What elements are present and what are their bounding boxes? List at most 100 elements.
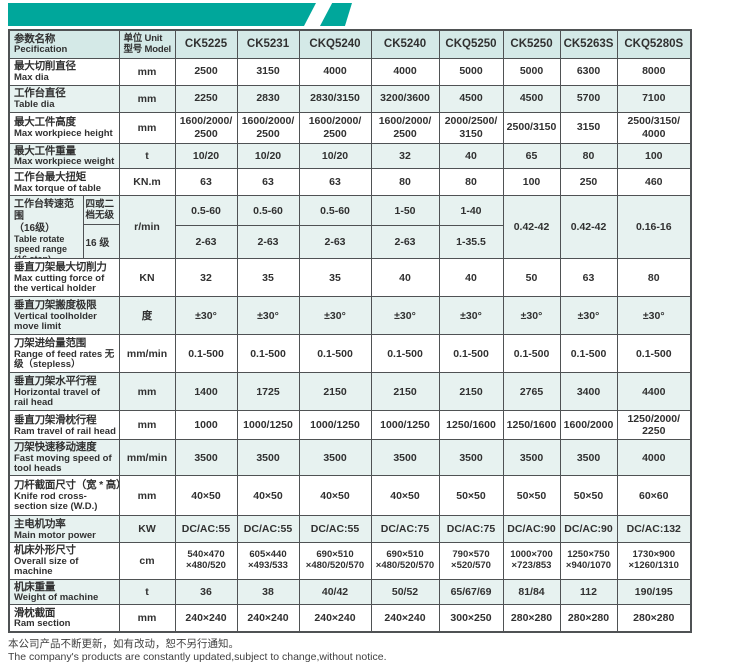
row-label: 最大工件高度 Max workpiece height <box>8 111 120 144</box>
param-value: 1725 <box>236 372 300 412</box>
row-label: 工作台最大扭矩 Max torque of table <box>8 168 120 197</box>
param-value: 63 <box>236 168 300 197</box>
param-value: 690×510 ×480/520/570 <box>370 542 440 580</box>
param-value: DC/AC:55 <box>236 515 300 544</box>
row-label: 最大切削直径 Max dia <box>8 57 120 86</box>
row-unit: KN <box>118 258 176 298</box>
row-unit: cm <box>118 542 176 580</box>
param-value: 3500 <box>370 439 440 477</box>
param-value: 50×50 <box>438 475 504 517</box>
param-value: 7100 <box>616 84 692 113</box>
column-header-model: CKQ5250 <box>438 29 504 59</box>
title-banner: CK52 系列技术参数 technical parameter <box>8 3 316 26</box>
param-value: 1000 <box>174 410 238 441</box>
table-row-knife-rod-section: 刀杆截面尺寸（宽 * 高） Knife rod cross-section siz… <box>8 475 692 517</box>
table-row-ram-section: 滑枕截面 Ram section mm 240×240 240×240 240×2… <box>8 604 692 633</box>
param-value: 1600/2000/ 2500 <box>236 111 300 144</box>
param-value: 1250/1600 <box>438 410 504 441</box>
param-value: 80 <box>438 168 504 197</box>
param-value: 1400 <box>174 372 238 412</box>
param-value: 50×50 <box>502 475 561 517</box>
param-value: 2-63 <box>370 224 440 260</box>
param-value: ±30° <box>174 296 238 336</box>
param-value: 0.42-42 <box>502 195 561 260</box>
param-value: 50/52 <box>370 578 440 606</box>
param-value: 280×280 <box>559 604 618 633</box>
param-value: 63 <box>559 258 618 298</box>
param-value: 2830/3150 <box>298 84 372 113</box>
param-value: 2500/3150/ 4000 <box>616 111 692 144</box>
param-value: 0.1-500 <box>559 334 618 374</box>
param-value: 36 <box>174 578 238 606</box>
param-value: 1600/2000/ 2500 <box>298 111 372 144</box>
param-value: 0.1-500 <box>616 334 692 374</box>
row-label: 垂直刀架搬度极限 Vertical toolholder move limit <box>8 296 120 336</box>
param-value: 4400 <box>616 372 692 412</box>
param-value: 2000/2500/ 3150 <box>438 111 504 144</box>
param-value: 6300 <box>559 57 618 86</box>
param-value: 3500 <box>438 439 504 477</box>
footer-note-zh: 本公司产品不断更新，如有改动，恕不另行通知。 <box>8 637 239 650</box>
row-label: 滑枕截面 Ram section <box>8 604 120 633</box>
table-row-feed-rates: 刀架进给量范围 Range of feed rates 无级（stepless） … <box>8 334 692 374</box>
param-value: 0.16-16 <box>616 195 692 260</box>
param-value: 0.5-60 <box>298 195 372 226</box>
param-value: ±30° <box>559 296 618 336</box>
param-value: 0.1-500 <box>236 334 300 374</box>
param-value: 3500 <box>236 439 300 477</box>
param-value: 40 <box>438 142 504 170</box>
table-row-speed-range-a: 工作台转速范围 （16级） Table rotate speed range (… <box>8 195 692 260</box>
param-value: 1000/1250 <box>298 410 372 441</box>
table-row-max-workpiece-height: 最大工件高度 Max workpiece height mm 1600/2000/… <box>8 111 692 144</box>
param-value: 3400 <box>559 372 618 412</box>
param-value: 2765 <box>502 372 561 412</box>
row-label: 刀架快速移动速度 Fast moving speed of tool heads <box>8 439 120 477</box>
param-value: 0.1-500 <box>298 334 372 374</box>
param-value: 1730×900 ×1260/1310 <box>616 542 692 580</box>
param-value: 81/84 <box>502 578 561 606</box>
row-label: 垂直刀架滑枕行程 Ram travel of rail head <box>8 410 120 441</box>
param-value: 32 <box>174 258 238 298</box>
table-row-max-dia: 最大切削直径 Max dia mm 2500 3150 4000 4000 500… <box>8 57 692 86</box>
row-unit: r/min <box>118 195 176 260</box>
param-value: 80 <box>559 142 618 170</box>
row-unit: mm <box>118 604 176 633</box>
param-value: 3500 <box>174 439 238 477</box>
table-row-machine-weight: 机床重量 Weight of machine t 36 38 40/42 50/5… <box>8 578 692 606</box>
table-row-max-torque: 工作台最大扭矩 Max torque of table KN.m 63 63 63… <box>8 168 692 197</box>
param-value: 790×570 ×520/570 <box>438 542 504 580</box>
param-value: 10/20 <box>174 142 238 170</box>
table-row-toolholder-move-limit: 垂直刀架搬度极限 Vertical toolholder move limit 度… <box>8 296 692 336</box>
table-row-table-dia: 工作台直径 Table dia mm 2250 2830 2830/3150 32… <box>8 84 692 113</box>
row-unit: t <box>118 578 176 606</box>
param-value: 1250/1600 <box>502 410 561 441</box>
param-value: 0.5-60 <box>236 195 300 226</box>
param-value: DC/AC:75 <box>438 515 504 544</box>
param-value: 2250 <box>174 84 238 113</box>
param-value: 2-63 <box>298 224 372 260</box>
table-row-fast-moving-speed: 刀架快速移动速度 Fast moving speed of tool heads … <box>8 439 692 477</box>
param-value: 40×50 <box>370 475 440 517</box>
row-label: 机床重量 Weight of machine <box>8 578 120 606</box>
param-value: 100 <box>616 142 692 170</box>
param-value: 5000 <box>502 57 561 86</box>
param-value: 1250×750 ×940/1070 <box>559 542 618 580</box>
row-unit: KN.m <box>118 168 176 197</box>
param-value: 40×50 <box>298 475 372 517</box>
param-value: 0.42-42 <box>559 195 618 260</box>
column-header-model: CK5240 <box>370 29 440 59</box>
column-header-unit-model: 单位 Unit 型号 Model <box>118 29 176 59</box>
row-label: 工作台直径 Table dia <box>8 84 120 113</box>
param-value: 50×50 <box>559 475 618 517</box>
param-value: 60×60 <box>616 475 692 517</box>
row-label-speed-range: 工作台转速范围 （16级） Table rotate speed range (… <box>8 195 120 260</box>
param-value: 1600/2000 <box>559 410 618 441</box>
row-unit: mm <box>118 475 176 517</box>
param-value: 65 <box>502 142 561 170</box>
param-value: 32 <box>370 142 440 170</box>
param-value: 112 <box>559 578 618 606</box>
param-value: 3150 <box>236 57 300 86</box>
param-value: 5000 <box>438 57 504 86</box>
row-unit: mm/min <box>118 334 176 374</box>
